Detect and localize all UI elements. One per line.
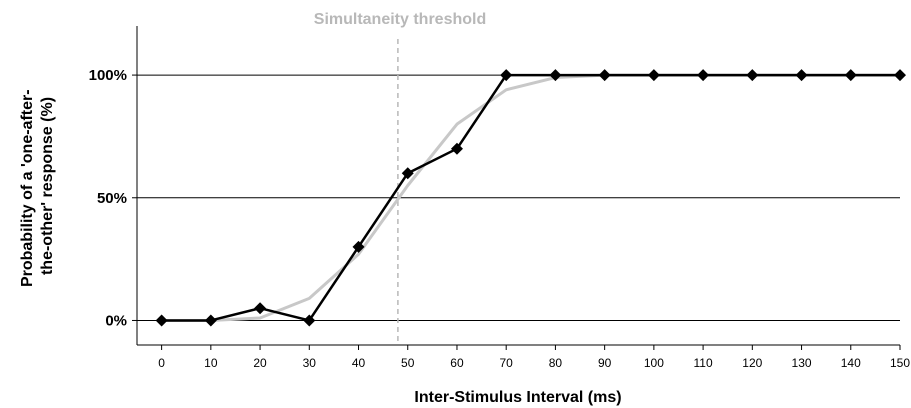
x-tick-labels: 0 10 20 30 40 50 60 70 80 90 100 110 120 130 140 150 — [158, 345, 910, 370]
x-tick-label: 60 — [450, 356, 464, 370]
y-axis-title: Probability of a 'one-after- the-other' … — [19, 85, 56, 287]
x-tick-label: 130 — [792, 356, 812, 370]
data-point-diamond — [795, 69, 808, 82]
data-point-diamond — [844, 69, 857, 82]
x-tick-label: 50 — [401, 356, 415, 370]
series — [155, 69, 906, 327]
data-point-diamond — [155, 314, 168, 327]
y-tick-label: 100% — [89, 67, 127, 84]
x-tick-label: 30 — [303, 356, 317, 370]
x-tick-label: 80 — [549, 356, 563, 370]
x-tick-label: 140 — [841, 356, 861, 370]
y-axis-title-line-2: the-other' response (%) — [39, 97, 56, 275]
observed-data-line — [161, 73, 900, 322]
x-tick-label: 10 — [204, 356, 218, 370]
gridlines — [137, 74, 900, 321]
data-point-diamond — [500, 69, 513, 82]
x-tick-label: 90 — [598, 356, 612, 370]
x-axis-title: Inter-Stimulus Interval (ms) — [414, 389, 621, 406]
x-tick-label: 20 — [253, 356, 267, 370]
x-tick-label: 100 — [644, 356, 664, 370]
data-point-diamond — [647, 69, 660, 82]
data-point-diamond — [450, 142, 463, 155]
y-tick-label: 50% — [97, 190, 127, 207]
data-point-diamond — [894, 69, 906, 82]
data-point-diamond — [352, 240, 365, 253]
y-tick-label: 0% — [105, 312, 127, 329]
simultaneity-threshold-label: Simultaneity threshold — [314, 11, 486, 28]
data-point-diamond — [254, 302, 267, 315]
annotations: Simultaneity threshold — [314, 11, 486, 345]
y-axis-title-line-1: Probability of a 'one-after- — [19, 89, 36, 287]
x-tick-label: 40 — [352, 356, 366, 370]
data-point-diamond — [549, 69, 562, 82]
data-point-diamond — [401, 167, 414, 180]
data-point-diamond — [303, 314, 316, 327]
data-point-diamond — [598, 69, 611, 82]
data-point-diamond — [746, 69, 759, 82]
y-tick-labels: 0% 50% 100% — [89, 67, 137, 329]
x-tick-label: 70 — [500, 356, 514, 370]
x-tick-label: 150 — [890, 356, 910, 370]
data-point-diamond — [204, 314, 217, 327]
axes — [136, 26, 900, 346]
data-point-diamond — [697, 69, 710, 82]
x-tick-label: 110 — [694, 356, 713, 370]
x-tick-label: 0 — [158, 356, 165, 370]
x-tick-label: 120 — [742, 356, 762, 370]
